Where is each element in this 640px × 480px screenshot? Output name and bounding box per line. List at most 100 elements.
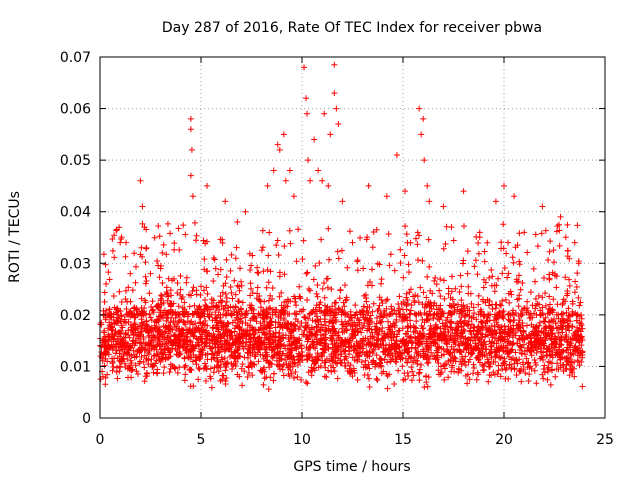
data-point [177, 273, 184, 280]
data-point [136, 340, 143, 347]
data-point [397, 356, 404, 363]
data-point [540, 275, 547, 282]
data-point [549, 367, 556, 374]
data-point [363, 348, 370, 355]
data-point [509, 341, 516, 348]
data-point [507, 348, 514, 355]
data-point [407, 286, 414, 293]
data-point [495, 367, 502, 374]
data-point [517, 286, 524, 293]
data-point [267, 336, 274, 343]
data-point [418, 131, 425, 138]
data-point [475, 323, 482, 330]
data-point [130, 322, 137, 329]
data-point [313, 336, 320, 343]
data-point [195, 342, 202, 349]
data-point [305, 157, 312, 164]
data-point [399, 363, 406, 370]
data-point [449, 296, 456, 303]
data-point [447, 349, 454, 356]
data-point [211, 256, 218, 263]
data-point [443, 347, 450, 354]
data-point [98, 321, 105, 328]
data-point [388, 337, 395, 344]
data-point [516, 356, 523, 363]
data-point [125, 311, 132, 318]
data-point [485, 378, 492, 385]
data-point [511, 365, 518, 372]
data-point [433, 311, 440, 318]
data-point [346, 228, 353, 235]
data-point [397, 246, 404, 253]
data-point [323, 310, 330, 317]
data-point [148, 317, 155, 324]
data-point [281, 322, 288, 329]
data-point [578, 320, 585, 327]
data-point [274, 351, 281, 358]
data-point [477, 308, 484, 315]
data-point [183, 274, 190, 281]
data-point [516, 292, 523, 299]
data-point [204, 290, 211, 297]
data-point [391, 267, 398, 274]
data-point [142, 280, 149, 287]
data-point [510, 259, 517, 266]
data-point [244, 322, 251, 329]
data-point [573, 283, 580, 290]
data-point [299, 331, 306, 338]
data-point [333, 339, 340, 346]
data-point [231, 277, 238, 284]
data-point [369, 266, 376, 273]
data-point [500, 315, 507, 322]
data-point [301, 313, 308, 320]
data-point [486, 363, 493, 370]
data-point [234, 219, 241, 226]
data-point [111, 232, 118, 239]
data-point [443, 333, 450, 340]
data-point [437, 276, 444, 283]
data-point [501, 323, 508, 330]
data-point [351, 319, 358, 326]
data-point [175, 319, 182, 326]
data-point [410, 372, 417, 379]
data-point [457, 272, 464, 279]
data-point [310, 276, 317, 283]
data-point [540, 349, 547, 356]
data-point [548, 336, 555, 343]
data-point [433, 281, 440, 288]
chart-title: Day 287 of 2016, Rate Of TEC Index for r… [162, 20, 542, 36]
data-point [135, 370, 142, 377]
data-point [167, 319, 174, 326]
data-point [190, 284, 197, 291]
data-point [482, 322, 489, 329]
data-point [122, 296, 129, 303]
data-point [421, 157, 428, 164]
data-point [182, 321, 189, 328]
data-point [328, 337, 335, 344]
data-point [187, 383, 194, 390]
data-point [155, 301, 162, 308]
data-point [441, 365, 448, 372]
data-point [358, 358, 365, 365]
data-point [180, 341, 187, 348]
data-point [401, 311, 408, 318]
data-point [405, 372, 412, 379]
data-point [220, 305, 227, 312]
data-point [197, 319, 204, 326]
data-point [396, 344, 403, 351]
data-point [357, 345, 364, 352]
data-point [378, 280, 385, 287]
data-point [144, 370, 151, 377]
data-point [533, 380, 540, 387]
data-point [384, 359, 391, 366]
data-point [321, 302, 328, 309]
data-point [282, 345, 289, 352]
data-point [247, 267, 254, 274]
data-point [547, 335, 554, 342]
data-point [435, 360, 442, 367]
data-point [552, 373, 559, 380]
data-point [190, 333, 197, 340]
data-point [432, 274, 439, 281]
data-point [535, 292, 542, 299]
data-point [562, 234, 569, 241]
